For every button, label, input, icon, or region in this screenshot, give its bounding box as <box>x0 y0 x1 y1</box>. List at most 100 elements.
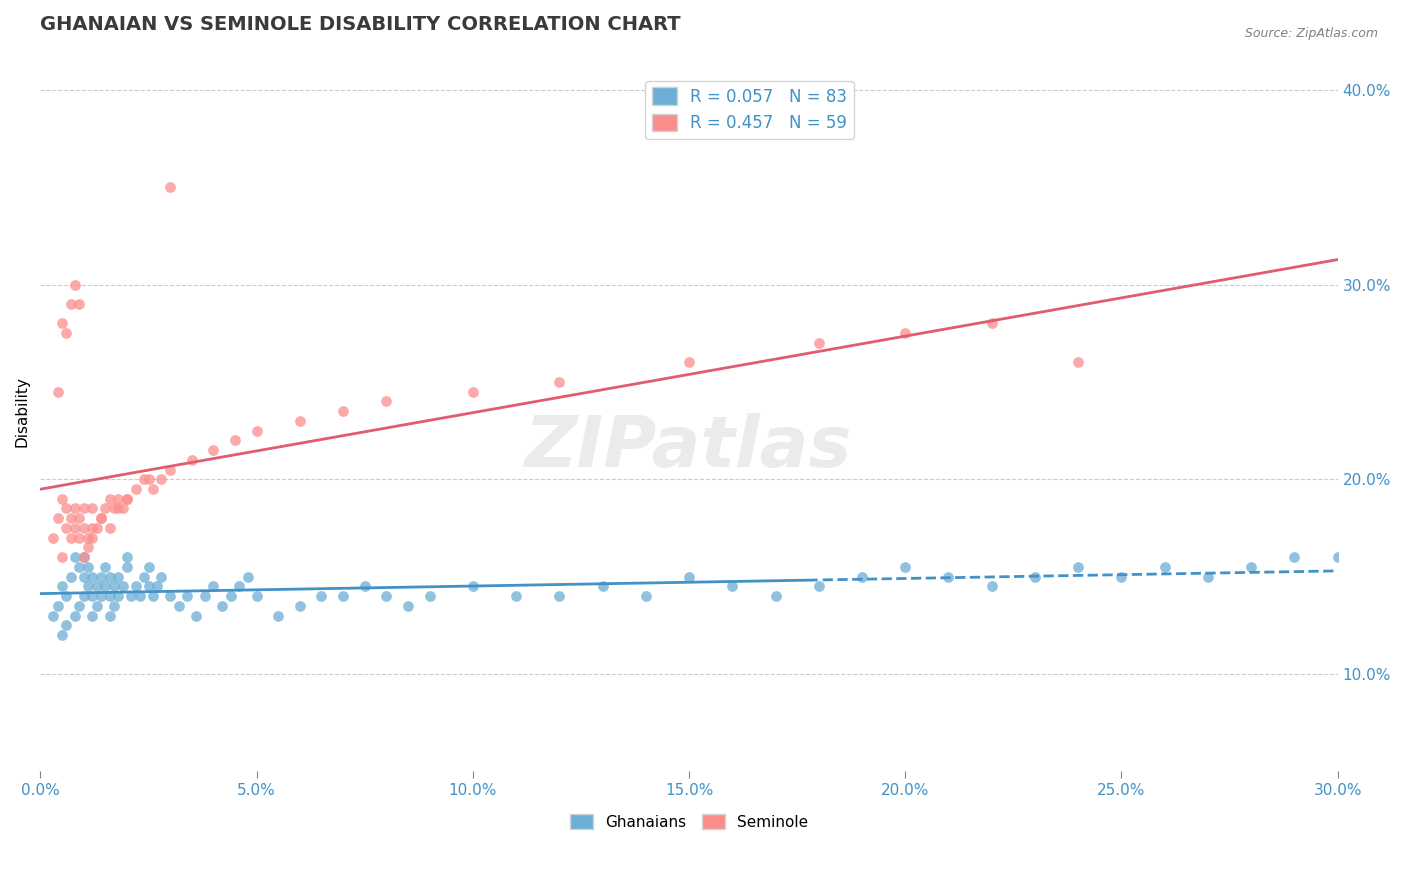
Point <box>375 589 398 603</box>
Point <box>55 618 77 632</box>
Point <box>82 531 104 545</box>
Point <box>246 424 269 438</box>
Point <box>51 550 73 565</box>
Point <box>86 599 108 613</box>
Point <box>73 550 96 565</box>
Point <box>73 521 96 535</box>
Point <box>90 511 112 525</box>
Point <box>98 521 121 535</box>
Point <box>63 550 86 565</box>
Point <box>111 579 134 593</box>
Point <box>1240 560 1263 574</box>
Point <box>202 443 225 458</box>
Point <box>159 462 181 476</box>
Point <box>1197 569 1219 583</box>
Point <box>107 501 129 516</box>
Point <box>59 531 82 545</box>
Point <box>98 608 121 623</box>
Point <box>1024 569 1046 583</box>
Point <box>159 589 181 603</box>
Point <box>46 384 69 399</box>
Point <box>42 608 65 623</box>
Point <box>82 569 104 583</box>
Point <box>67 531 90 545</box>
Point <box>236 569 259 583</box>
Point <box>90 569 112 583</box>
Point <box>548 375 571 389</box>
Point <box>1326 550 1348 565</box>
Text: ZIPatlas: ZIPatlas <box>526 413 852 482</box>
Point <box>67 599 90 613</box>
Point <box>94 501 117 516</box>
Point <box>353 579 375 593</box>
Point <box>211 599 233 613</box>
Point <box>98 589 121 603</box>
Point <box>980 579 1002 593</box>
Point <box>90 511 112 525</box>
Point <box>678 355 700 369</box>
Point <box>375 394 398 409</box>
Point <box>77 531 100 545</box>
Point <box>55 501 77 516</box>
Point <box>851 569 873 583</box>
Point <box>807 335 830 350</box>
Point <box>77 560 100 574</box>
Point <box>894 326 917 341</box>
Point <box>82 589 104 603</box>
Point <box>73 550 96 565</box>
Point <box>86 579 108 593</box>
Point <box>894 560 917 574</box>
Point <box>1067 355 1090 369</box>
Point <box>77 541 100 555</box>
Point <box>142 589 165 603</box>
Point <box>138 560 160 574</box>
Point <box>1111 569 1133 583</box>
Point <box>94 579 117 593</box>
Point <box>592 579 614 593</box>
Y-axis label: Disability: Disability <box>15 376 30 447</box>
Point <box>505 589 527 603</box>
Point <box>73 589 96 603</box>
Point <box>115 491 138 506</box>
Point <box>332 589 354 603</box>
Point <box>246 589 269 603</box>
Point <box>115 560 138 574</box>
Text: GHANAIAN VS SEMINOLE DISABILITY CORRELATION CHART: GHANAIAN VS SEMINOLE DISABILITY CORRELAT… <box>41 15 681 34</box>
Point <box>176 589 198 603</box>
Point <box>42 531 65 545</box>
Point <box>765 589 787 603</box>
Point <box>138 579 160 593</box>
Point <box>150 569 173 583</box>
Point <box>1067 560 1090 574</box>
Point <box>1153 560 1175 574</box>
Point <box>59 511 82 525</box>
Point <box>219 589 242 603</box>
Point <box>73 501 96 516</box>
Point <box>55 589 77 603</box>
Point <box>194 589 217 603</box>
Point <box>124 579 146 593</box>
Point <box>288 599 311 613</box>
Point <box>82 521 104 535</box>
Point <box>51 579 73 593</box>
Point <box>86 521 108 535</box>
Point <box>55 326 77 341</box>
Point <box>107 569 129 583</box>
Point <box>142 482 165 496</box>
Point <box>228 579 250 593</box>
Point <box>311 589 333 603</box>
Point <box>150 472 173 486</box>
Point <box>98 569 121 583</box>
Point <box>980 317 1002 331</box>
Point <box>180 452 202 467</box>
Point <box>63 521 86 535</box>
Point <box>134 472 156 486</box>
Point <box>159 180 181 194</box>
Point <box>77 579 100 593</box>
Point <box>90 589 112 603</box>
Point <box>548 589 571 603</box>
Point <box>115 550 138 565</box>
Point <box>120 589 142 603</box>
Point <box>807 579 830 593</box>
Point <box>124 482 146 496</box>
